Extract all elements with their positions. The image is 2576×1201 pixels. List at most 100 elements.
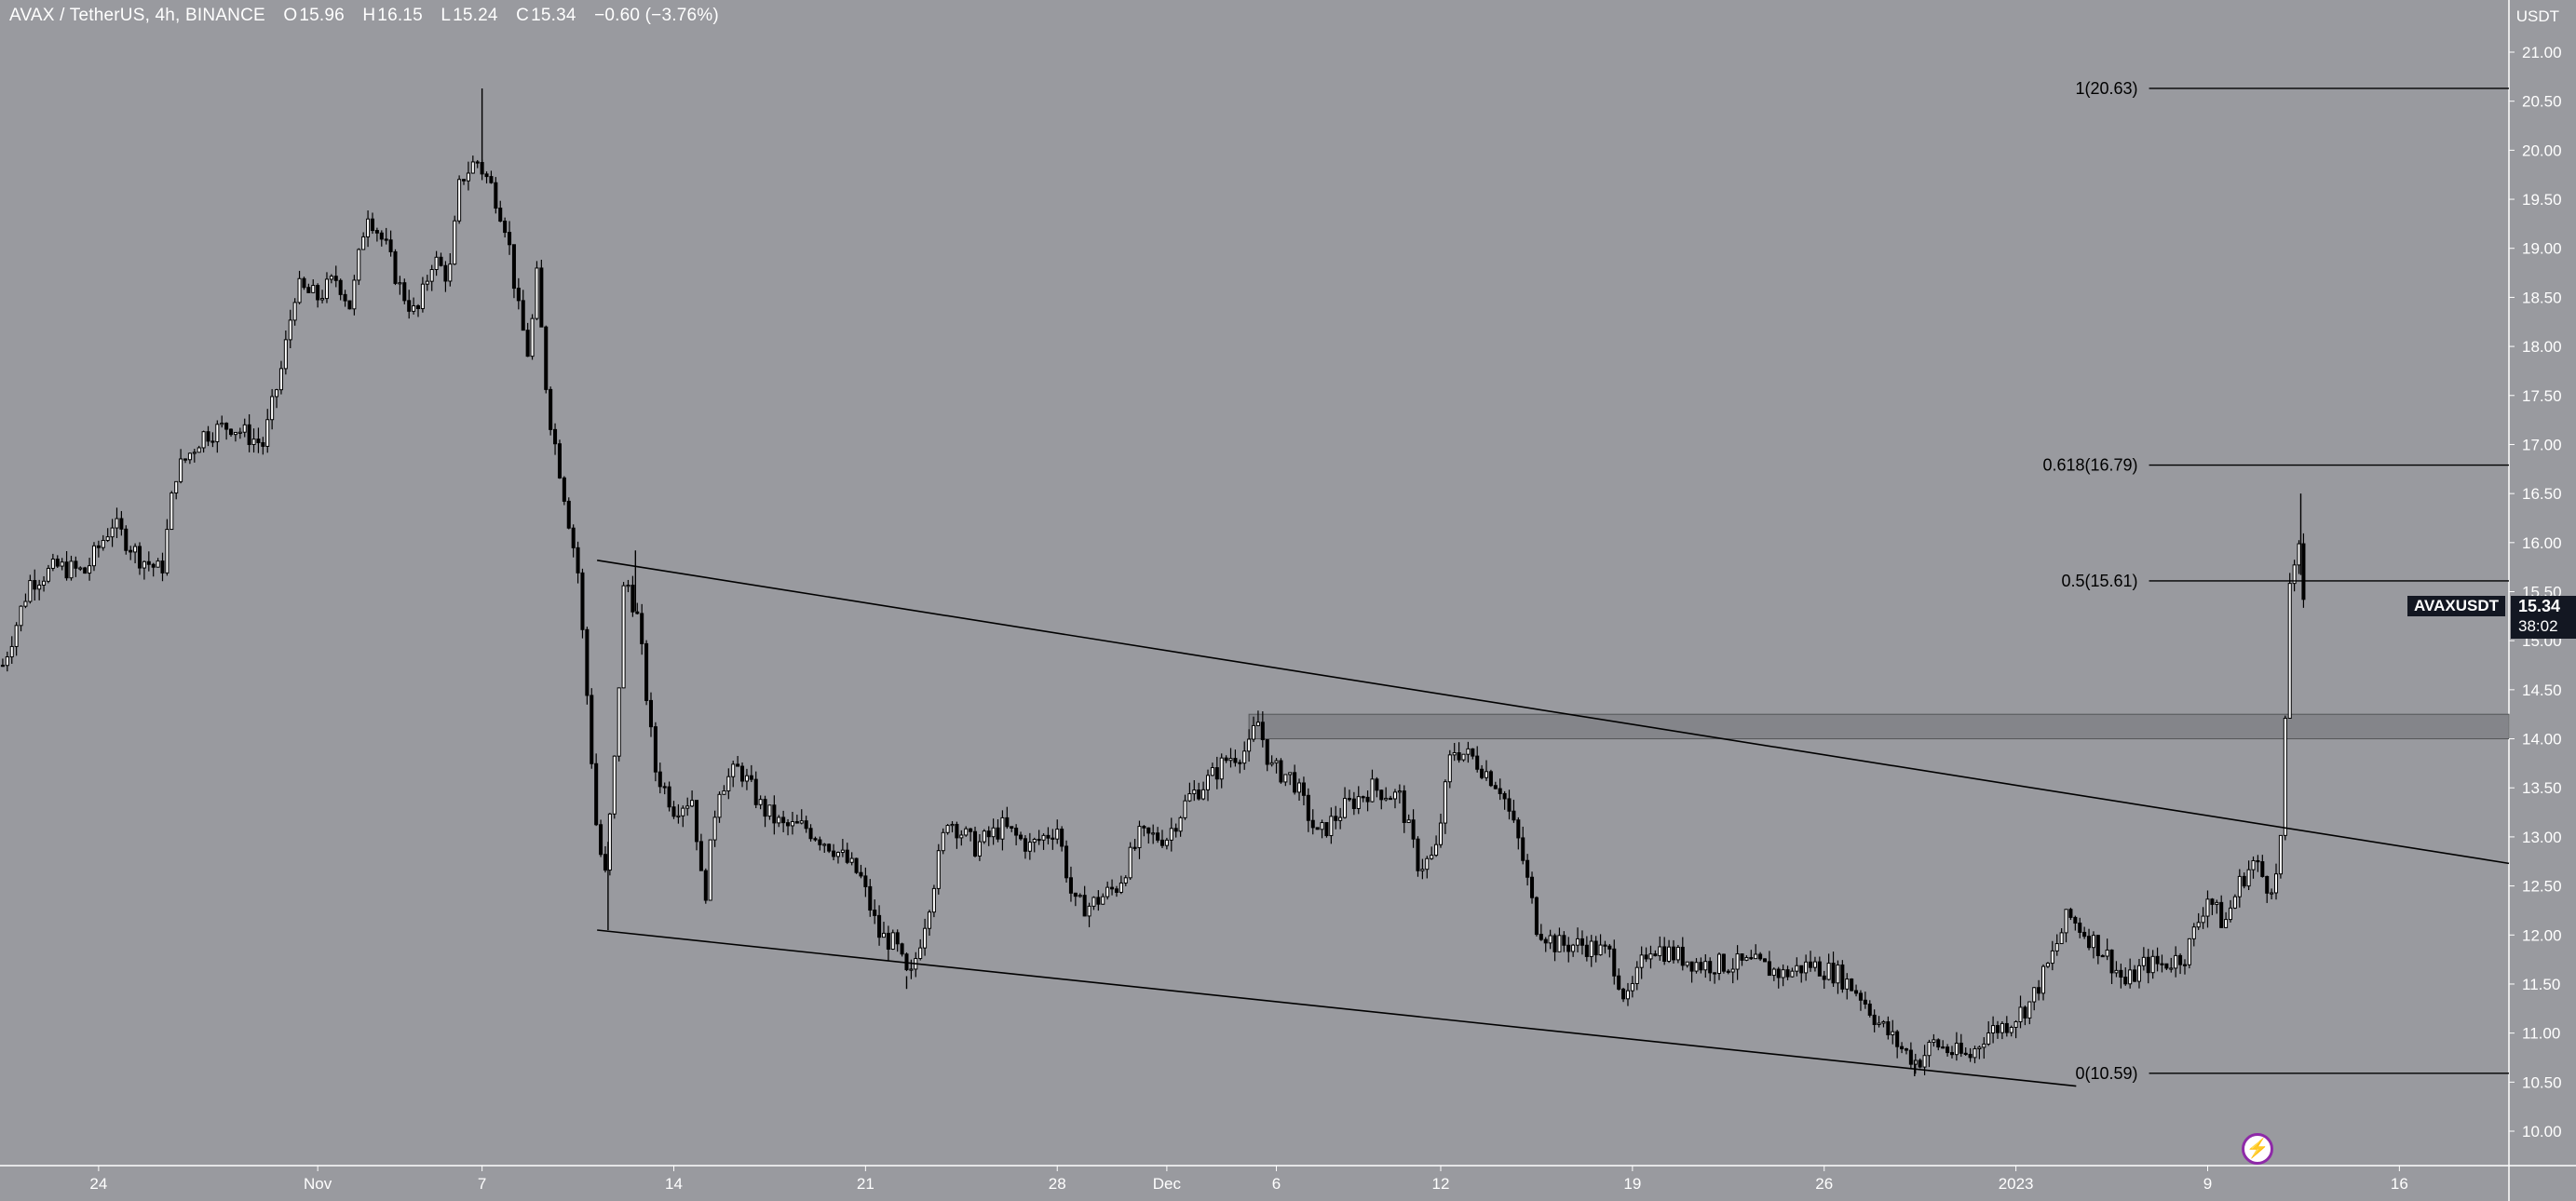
candle [694, 800, 699, 851]
candle [220, 415, 224, 428]
candle [1648, 945, 1653, 969]
x-tick-label: 9 [2203, 1175, 2212, 1193]
candle [2013, 1019, 2018, 1039]
candle [849, 852, 854, 866]
candle [635, 602, 640, 614]
candle [64, 551, 69, 581]
candle [2004, 1016, 2009, 1037]
candle [324, 272, 329, 304]
candle [2114, 961, 2119, 978]
candle [881, 922, 886, 938]
candle [1850, 978, 1854, 992]
candle [2000, 1020, 2004, 1040]
candle [685, 797, 690, 816]
candle [1516, 816, 1521, 850]
candle [1087, 902, 1091, 927]
candle [566, 497, 571, 530]
candle [1159, 830, 1165, 848]
candle [2270, 888, 2274, 899]
candle [1461, 753, 1466, 762]
candle [494, 177, 498, 214]
candle [895, 929, 900, 952]
y-tick-label: 20.00 [2522, 142, 2562, 159]
candle [1301, 776, 1306, 805]
candle [1475, 746, 1480, 773]
candle [1785, 965, 1790, 980]
candle [105, 528, 110, 543]
candle [544, 325, 549, 394]
x-tick-label: 2023 [1999, 1175, 2034, 1193]
candle [1908, 1042, 1913, 1069]
candle [42, 575, 47, 592]
candle [1630, 976, 1634, 998]
candle [535, 261, 539, 320]
candle [1795, 957, 1799, 977]
candle [804, 816, 808, 833]
candle [370, 212, 375, 235]
candle [553, 423, 558, 455]
candle [1562, 931, 1566, 952]
candle [1840, 960, 1845, 993]
candle [278, 360, 283, 395]
candle [1434, 835, 1439, 857]
candle [703, 868, 708, 904]
candle [1347, 789, 1351, 802]
candle [1713, 972, 1717, 984]
candle [781, 810, 786, 832]
candle [146, 551, 151, 572]
candle [275, 388, 279, 409]
candle [1430, 846, 1434, 860]
candle [60, 558, 64, 571]
close-label: C [516, 6, 530, 25]
candle [384, 227, 388, 245]
candle [1776, 966, 1781, 989]
candle [722, 785, 726, 795]
candle [2292, 560, 2297, 592]
candle [2187, 938, 2191, 969]
candle [753, 771, 758, 809]
y-tick-label: 10.00 [2522, 1123, 2562, 1140]
candle [818, 836, 822, 851]
close-value: 15.34 [531, 6, 576, 25]
candle [662, 782, 667, 795]
candle [1123, 875, 1128, 886]
candle [1995, 1020, 2000, 1039]
candle [799, 809, 804, 825]
candle [1507, 789, 1512, 820]
candle [1790, 967, 1795, 978]
candle [603, 845, 607, 873]
candle [2182, 959, 2187, 975]
candle [964, 826, 969, 837]
candle [1233, 749, 1238, 767]
candle [1397, 784, 1402, 804]
candle [918, 938, 923, 961]
candle [2123, 967, 2128, 986]
candle [2191, 923, 2196, 947]
candle [1900, 1042, 1905, 1054]
candle [813, 836, 818, 842]
candle [1187, 782, 1192, 803]
candle [1881, 1019, 1886, 1028]
candle [489, 170, 494, 184]
fib-level-label: 0(10.59) [2076, 1064, 2138, 1083]
candle [5, 651, 9, 672]
lightning-icon[interactable]: ⚡ [2242, 1133, 2273, 1165]
candle [1014, 824, 1019, 845]
candle [959, 830, 964, 846]
candle [115, 507, 119, 538]
candle [1977, 1046, 1982, 1059]
candle [1265, 738, 1269, 772]
price-axis-unit: USDT [2515, 7, 2559, 25]
candle [498, 200, 503, 223]
candle [972, 826, 978, 857]
candle [914, 951, 918, 978]
candle [1744, 955, 1749, 962]
candle [1671, 939, 1675, 964]
candle [316, 283, 320, 308]
candle [1863, 992, 1867, 1009]
candle [1010, 826, 1014, 832]
candle [46, 564, 50, 584]
candle [1082, 885, 1087, 917]
